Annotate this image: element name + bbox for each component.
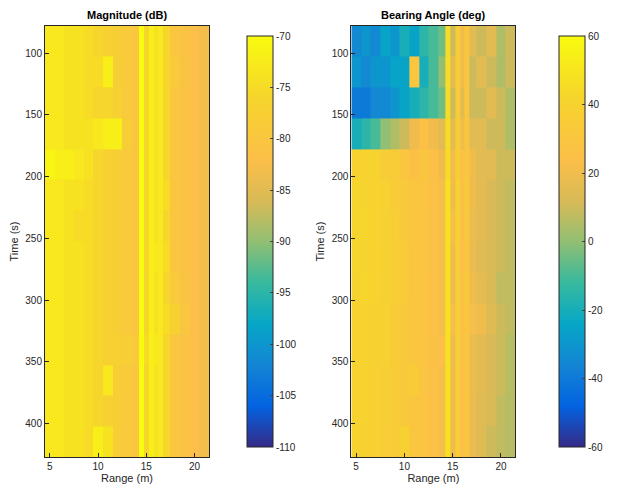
svg-text:350: 350 xyxy=(25,356,42,367)
svg-text:300: 300 xyxy=(332,295,349,306)
svg-text:-85: -85 xyxy=(276,185,291,196)
svg-text:5: 5 xyxy=(47,461,53,472)
svg-text:60: 60 xyxy=(588,31,600,42)
svg-text:40: 40 xyxy=(588,99,600,110)
svg-text:10: 10 xyxy=(399,461,411,472)
svg-text:Time (s): Time (s) xyxy=(8,222,20,262)
svg-text:Time (s): Time (s) xyxy=(314,222,326,262)
svg-text:-75: -75 xyxy=(276,82,291,93)
svg-text:-70: -70 xyxy=(276,31,291,42)
svg-text:-100: -100 xyxy=(276,339,296,350)
svg-text:250: 250 xyxy=(332,233,349,244)
svg-text:15: 15 xyxy=(447,461,459,472)
svg-text:-60: -60 xyxy=(588,442,603,453)
svg-text:-20: -20 xyxy=(588,305,603,316)
svg-text:Bearing Angle (deg): Bearing Angle (deg) xyxy=(381,9,485,21)
svg-text:300: 300 xyxy=(25,295,42,306)
svg-text:-40: -40 xyxy=(588,373,603,384)
svg-text:250: 250 xyxy=(25,233,42,244)
svg-text:-80: -80 xyxy=(276,133,291,144)
svg-text:100: 100 xyxy=(332,48,349,59)
svg-text:10: 10 xyxy=(93,461,105,472)
svg-text:200: 200 xyxy=(25,171,42,182)
svg-text:Magnitude (dB): Magnitude (dB) xyxy=(87,9,167,21)
svg-text:150: 150 xyxy=(25,109,42,120)
svg-text:Range (m): Range (m) xyxy=(407,472,459,484)
svg-text:-90: -90 xyxy=(276,236,291,247)
svg-text:20: 20 xyxy=(588,168,600,179)
svg-text:Range (m): Range (m) xyxy=(101,472,153,484)
svg-text:-105: -105 xyxy=(276,390,296,401)
svg-text:400: 400 xyxy=(25,418,42,429)
svg-text:-110: -110 xyxy=(276,442,296,453)
svg-text:20: 20 xyxy=(495,461,507,472)
svg-text:5: 5 xyxy=(353,461,359,472)
svg-text:15: 15 xyxy=(141,461,153,472)
svg-text:150: 150 xyxy=(332,109,349,120)
svg-text:100: 100 xyxy=(25,48,42,59)
svg-text:0: 0 xyxy=(588,236,594,247)
svg-text:350: 350 xyxy=(332,356,349,367)
svg-text:200: 200 xyxy=(332,171,349,182)
svg-text:400: 400 xyxy=(332,418,349,429)
svg-text:20: 20 xyxy=(189,461,201,472)
svg-text:-95: -95 xyxy=(276,287,291,298)
